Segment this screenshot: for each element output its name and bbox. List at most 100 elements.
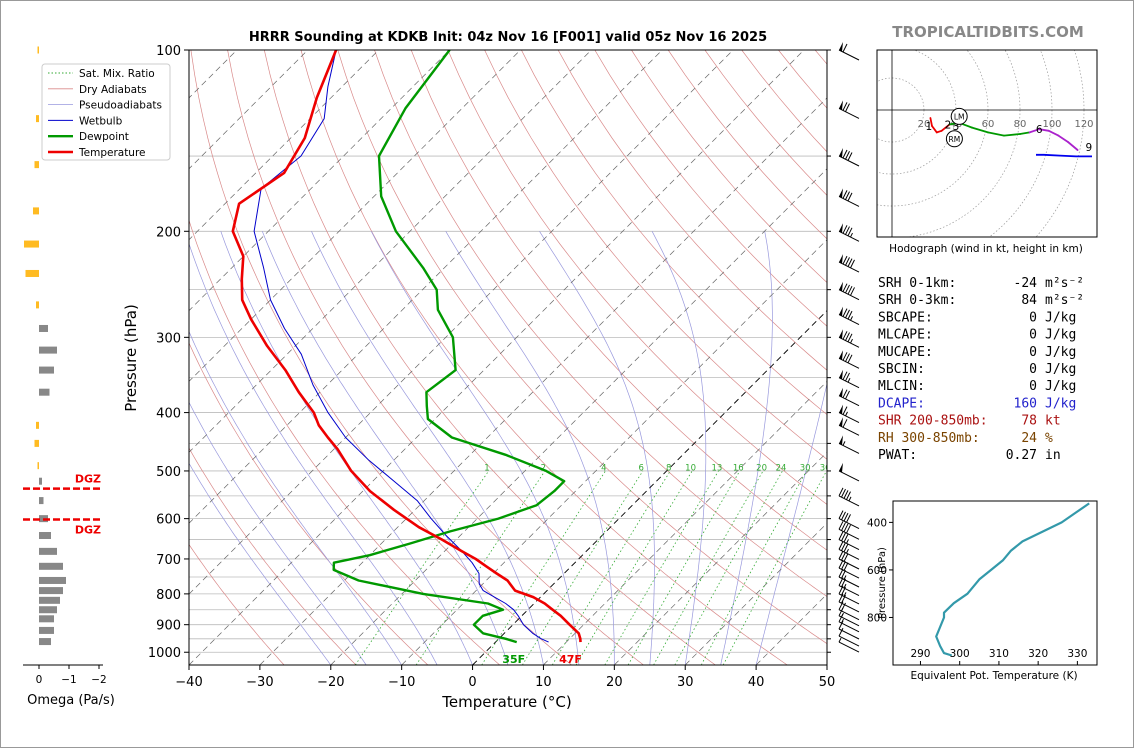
wind-barb-full: [847, 354, 853, 364]
omega-tick-label: 0: [36, 674, 43, 686]
wind-barb-full: [838, 559, 844, 569]
wind-barb-flag: [839, 369, 843, 380]
mixing-ratio-label: 10: [685, 464, 696, 474]
moist-adiabat: [539, 231, 655, 665]
theta-e-panel: 290 300 310 320 330 400 600 800: [867, 500, 1098, 666]
y-tick-label: 400: [156, 407, 181, 422]
wind-barb: [838, 559, 860, 579]
wind-barb-flag: [839, 148, 843, 158]
index-unit: %: [1045, 431, 1053, 446]
dry-adiabat: [447, 50, 827, 505]
legend-label: Wetbulb: [79, 115, 123, 127]
index-unit: J/kg: [1045, 345, 1076, 360]
isotherm: [330, 168, 827, 665]
index-unit: m²s⁻²: [1045, 293, 1084, 308]
isotherm: [189, 50, 663, 524]
moist-adiabat: [189, 401, 367, 665]
theta-e-x-tick-label: 320: [1028, 648, 1048, 660]
hodo-trace-segment: [1019, 131, 1031, 135]
wind-barb-full: [842, 190, 848, 199]
mixing-ratio-line: [415, 470, 546, 665]
omega-bar: [39, 497, 44, 505]
wind-barb-full: [842, 43, 848, 53]
dewpoint-profile: [332, 50, 566, 644]
index-unit: J/kg: [1045, 379, 1076, 394]
wind-barb-flag: [839, 281, 843, 292]
omega-bar: [39, 587, 63, 595]
theta-e-y-tick-label: 600: [867, 565, 887, 577]
wind-barb-full: [847, 192, 853, 202]
hodo-height-label: 3: [953, 121, 960, 133]
omega-bar: [39, 366, 54, 374]
index-unit: J/kg: [1045, 310, 1076, 325]
wind-barb-staff: [838, 518, 860, 530]
wind-barb-staff: [838, 576, 860, 588]
wind-barb-full: [845, 284, 850, 294]
wind-barb-full: [842, 389, 848, 398]
wind-barb: [838, 42, 860, 61]
wind-barb-half: [850, 232, 853, 238]
omega-bar: [39, 606, 57, 614]
x-axis-label: Temperature (°C): [441, 693, 571, 711]
wind-barb-full: [842, 406, 848, 415]
index-value: 0: [1029, 379, 1037, 394]
moist-adiabat: [651, 231, 707, 665]
wind-barb: [838, 531, 860, 551]
watermark-text: TROPICALTIDBITS.COM: [892, 23, 1084, 41]
omega-bar: [39, 596, 60, 604]
wind-barb-staff: [838, 528, 860, 540]
wind-barb-half: [850, 316, 853, 321]
wind-barb-full: [843, 543, 849, 553]
legend-label: Temperature: [78, 147, 146, 159]
theta-e-area: [935, 502, 1090, 657]
hodo-ring-label: 20: [918, 119, 931, 130]
wind-barb-full: [838, 521, 844, 530]
wetbulb-profile: [253, 50, 549, 643]
wind-barb-staff: [838, 539, 860, 551]
wind-barb-full: [842, 225, 848, 234]
index-label: SBCAPE:: [878, 310, 933, 325]
dry-adiabat: [594, 50, 827, 327]
omega-bar: [39, 477, 42, 485]
wind-barb-full: [843, 512, 849, 522]
wind-barb: [838, 637, 860, 653]
wind-barb-staff: [838, 230, 860, 242]
index-unit: J/kg: [1045, 328, 1076, 343]
wind-barb-full: [842, 283, 848, 292]
legend-label: Sat. Mix. Ratio: [79, 68, 155, 80]
hodo-ring-label: 100: [1042, 119, 1061, 130]
hodo-trace-segment: [940, 123, 951, 132]
index-value: 0.27: [1006, 448, 1037, 463]
mixing-ratio-label: 16: [733, 464, 744, 474]
hodo-ring-label: 80: [1014, 119, 1027, 130]
y-tick-label: 200: [156, 225, 181, 240]
theta-e-frame: [892, 500, 1098, 666]
index-label: MLCAPE:: [878, 328, 933, 343]
y-tick-label: 900: [156, 619, 181, 634]
omega-tick-label: −2: [91, 674, 106, 686]
legend-label: Dry Adiabats: [79, 84, 147, 96]
wind-barb-staff: [838, 289, 860, 301]
wind-barb: [838, 521, 860, 540]
hodo-trace-tail: [1036, 153, 1092, 158]
index-value: 0: [1029, 328, 1037, 343]
wind-barb-full: [847, 310, 853, 320]
wind-barb-staff: [838, 641, 860, 653]
wind-barb-full: [847, 258, 853, 267]
wind-barb-full: [845, 226, 850, 235]
moist-adiabat: [370, 231, 580, 665]
dry-adiabat: [189, 342, 429, 665]
index-label: SRH 0-1km:: [878, 276, 956, 291]
theta-e-y-tick-label: 800: [867, 612, 887, 624]
theta-e-x-tick-label: 310: [989, 648, 1009, 660]
wind-barb-half: [838, 637, 842, 643]
mixing-ratio-label: 6: [638, 464, 643, 474]
wind-barb-staff: [838, 442, 860, 454]
mixing-ratio-line: [575, 470, 693, 665]
wind-barb-full: [842, 419, 848, 428]
omega-bar: [39, 626, 54, 634]
omega-bar: [39, 388, 50, 396]
wind-barbs-column: [838, 42, 860, 653]
wind-barb: [838, 404, 860, 424]
